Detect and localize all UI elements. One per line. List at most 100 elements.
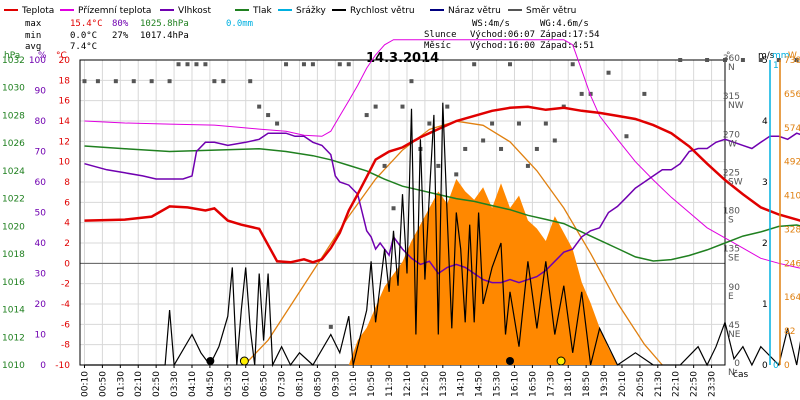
temp-tick-label: 2: [64, 239, 70, 249]
time-tick-label: 02:10: [134, 371, 144, 397]
wind-direction-point: [167, 79, 172, 84]
temp-tick-label: 6: [64, 198, 70, 208]
stats-min-temp: 0.0°C: [70, 31, 97, 41]
wind-direction-point: [382, 163, 387, 168]
wind-direction-point: [543, 121, 548, 126]
temp-tick-label: 0: [64, 259, 70, 269]
wind-direction-point: [337, 62, 342, 67]
moonrise-marker: [506, 357, 514, 365]
direction-compass-label: NW: [728, 101, 744, 111]
direction-degree-label: 315: [723, 92, 740, 102]
humidity-tick-label: 90: [35, 87, 47, 97]
wind-direction-point: [266, 113, 271, 118]
humidity-tick-label: 80: [35, 117, 47, 127]
time-tick-label: 12:10: [403, 371, 413, 397]
direction-degree-label: 45: [729, 321, 740, 331]
wind-direction-point: [534, 146, 539, 151]
degc-axis-label: °C: [56, 51, 67, 61]
time-tick-label: 13:30: [439, 371, 449, 397]
time-tick-label: 16:10: [510, 371, 520, 397]
time-tick-label: 23:30: [708, 371, 718, 397]
pressure-tick-label: 1012: [2, 333, 25, 343]
legend-label: Tlak: [252, 6, 273, 16]
direction-compass-label: S: [728, 216, 734, 226]
wind-direction-point: [149, 79, 154, 84]
humidity-tick-label: 50: [35, 209, 47, 219]
wind-direction-point: [508, 62, 512, 67]
wind-direction-point: [642, 91, 647, 96]
wind-direction-point: [445, 104, 450, 109]
pressure-tick-label: 1020: [2, 222, 25, 232]
legend-label: Rychlost větru: [350, 6, 415, 16]
wind-direction-point: [301, 62, 306, 67]
wind-direction-point: [794, 58, 799, 62]
time-tick-label: 00:10: [80, 371, 90, 397]
solar-tick-label: 328: [784, 225, 800, 235]
time-tick-label: 02:50: [152, 371, 162, 397]
moonset-marker: [206, 357, 215, 365]
wind-direction-series: [82, 58, 799, 329]
stats-max-press: 1025.8hPa: [140, 19, 189, 29]
time-tick-label: 12:50: [421, 371, 431, 397]
wind-direction-point: [409, 79, 414, 84]
direction-degree-label: 90: [729, 283, 741, 293]
wind-direction-point: [364, 113, 369, 118]
sunset-text: Západ:17:54: [540, 30, 600, 40]
temp-tick-label: -2: [61, 280, 70, 290]
time-axis: 00:10 00:50 01:30 02:10 02:50 03:30 04:10 04:50…: [80, 365, 718, 397]
time-tick-label: 20:10: [618, 371, 628, 397]
wind-direction-point: [391, 206, 396, 211]
direction-degree-label: 360: [723, 54, 740, 64]
wind-direction-point: [221, 79, 226, 84]
wind-direction-point: [436, 163, 441, 168]
temp-tick-label: -8: [61, 341, 70, 351]
deg-axis-label: °: [726, 51, 731, 61]
time-tick-label: 08:50: [313, 371, 323, 397]
direction-degree-label: 270: [723, 130, 740, 140]
wind-speed-tick-label: 5: [762, 56, 768, 66]
wind-speed-tick-label: 3: [762, 178, 768, 188]
wind-speed-tick-label: 0: [762, 361, 768, 371]
wind-direction-point: [185, 62, 190, 67]
wind-direction-point: [463, 146, 468, 151]
w-axis-label: W: [788, 51, 797, 61]
wind-direction-point: [740, 58, 745, 62]
temp-tick-label: 20: [59, 56, 71, 66]
sun-moon-info: WS:4m/s WG:4.6m/s Slunce Východ:06:07 Zá…: [424, 19, 600, 51]
legend-label: Teplota: [21, 6, 54, 16]
wind-direction-point: [525, 163, 530, 168]
right-axes: 360N315NW270W225SW180S135SE90E45NE0N5432…: [723, 54, 800, 378]
legend-label: Srážky: [296, 6, 327, 16]
time-tick-label: 21:30: [654, 371, 664, 397]
solar-tick-label: 738: [784, 56, 800, 66]
wind-speed-stat: WS:4m/s: [472, 19, 510, 29]
wind-direction-point: [624, 134, 629, 139]
wind-direction-point: [606, 70, 611, 75]
pressure-tick-label: 1024: [2, 167, 25, 177]
time-tick-label: 18:10: [564, 371, 574, 397]
time-tick-label: 05:30: [224, 371, 234, 397]
humidity-tick-label: 100: [29, 56, 46, 66]
wind-direction-point: [203, 62, 208, 67]
pressure-tick-label: 1016: [2, 278, 25, 288]
legend-label: Náraz větru: [448, 6, 501, 16]
temp-tick-label: -10: [55, 361, 70, 371]
time-tick-label: 14:50: [475, 371, 485, 397]
mm-axis-label: mm: [772, 51, 790, 61]
direction-degree-label: 135: [723, 245, 740, 255]
direction-compass-label: E: [728, 292, 734, 302]
wind-direction-point: [275, 121, 280, 126]
wind-direction-point: [588, 91, 593, 96]
temp-tick-label: 14: [59, 117, 71, 127]
time-tick-label: 18:50: [582, 371, 592, 397]
solar-tick-label: 492: [784, 158, 800, 168]
time-tick-label: 22:50: [690, 371, 700, 397]
wind-speed-line: [84, 102, 800, 368]
wind-direction-point: [284, 62, 289, 67]
time-tick-label: 01:30: [116, 371, 126, 397]
time-tick-label: 14:10: [457, 371, 467, 397]
time-tick-label: 15:30: [493, 371, 503, 397]
wind-direction-point: [579, 91, 584, 96]
stats-max-temp: 15.4°C: [70, 19, 103, 29]
